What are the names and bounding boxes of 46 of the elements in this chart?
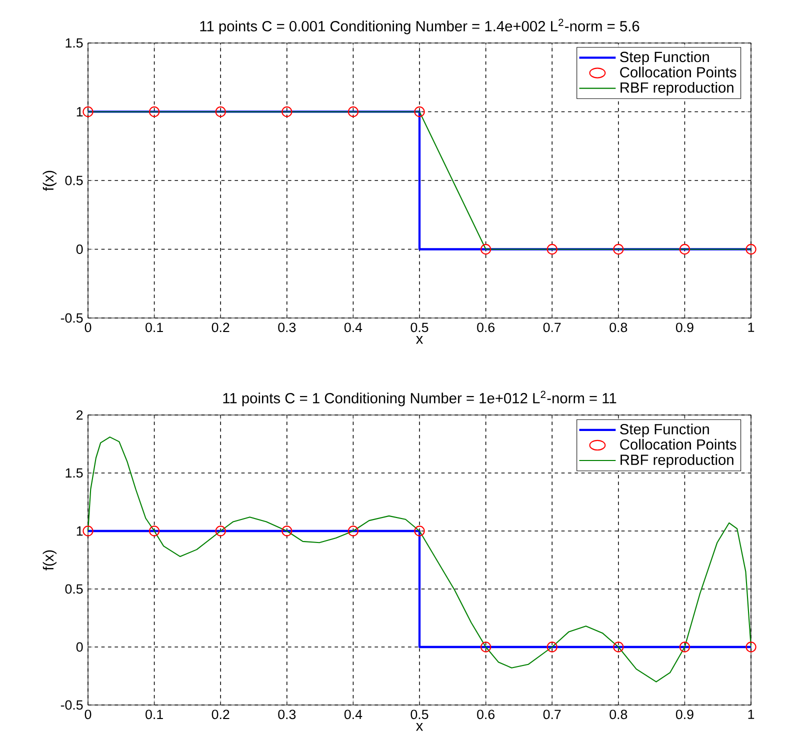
y-tick-label: 1	[76, 526, 83, 536]
y-tick-label: -0.5	[60, 313, 83, 323]
x-axis-title: x	[416, 336, 424, 344]
legend-label: Collocation Points	[620, 66, 736, 78]
x-tick-label: 0.6	[477, 710, 494, 720]
y-tick-label: 2	[76, 410, 83, 420]
legend-label: Collocation Points	[620, 438, 736, 450]
chart-title: 11 points C = 0.001 Conditioning Number = 1.4e+002 L$^{2}$-norm = 5.6	[200, 18, 640, 34]
y-tick-label: 0.5	[65, 584, 83, 594]
x-tick-label: 0.4	[344, 322, 362, 332]
x-tick-label: 0.8	[610, 322, 628, 332]
x-tick-label: 1	[748, 322, 754, 332]
legend-label: RBF reproduction	[620, 82, 734, 96]
x-tick-label: 0.3	[278, 710, 296, 720]
y-axis-title: f(x)	[42, 550, 56, 570]
x-axis-title: x	[416, 722, 424, 731]
x-tick-label: 0.2	[212, 322, 230, 332]
x-tick-label: 0.2	[212, 710, 230, 720]
x-tick-label: 0.6	[477, 322, 494, 332]
y-tick-label: 0	[76, 244, 83, 254]
x-tick-label: 0.5	[410, 322, 428, 332]
x-tick-label: 0.3	[278, 322, 296, 332]
y-tick-label: 1	[76, 107, 83, 116]
x-tick-label: 0	[84, 322, 92, 332]
x-tick-label: 0	[84, 710, 92, 720]
x-tick-label: 0.4	[344, 710, 362, 720]
y-tick-label: 1.5	[66, 38, 83, 48]
y-axis-title: f(x)	[42, 170, 56, 191]
legend-label: Step Function	[620, 51, 709, 66]
x-tick-label: 0.7	[543, 710, 561, 720]
x-tick-label: 0.9	[676, 322, 694, 332]
y-tick-label: 0	[76, 642, 83, 652]
x-tick-label: 1	[748, 710, 754, 719]
legend-label: Step Function	[620, 424, 709, 438]
x-tick-label: 0.9	[676, 710, 694, 720]
chart-title: 11 points C = 1 Conditioning Number = 1e+012 L$^{2}$-norm = 11	[223, 390, 616, 406]
x-tick-label: 0.1	[146, 322, 163, 332]
line-series	[88, 436, 752, 682]
x-tick-label: 0.1	[146, 710, 163, 720]
y-tick-label: 0.5	[65, 176, 83, 186]
legend-label: RBF reproduction	[620, 454, 734, 468]
x-tick-label: 0.8	[610, 710, 628, 720]
x-tick-label: 0.5	[410, 710, 428, 720]
y-tick-label: -0.5	[60, 700, 83, 710]
y-tick-label: 1.5	[66, 468, 83, 478]
x-tick-label: 0.7	[543, 322, 561, 332]
